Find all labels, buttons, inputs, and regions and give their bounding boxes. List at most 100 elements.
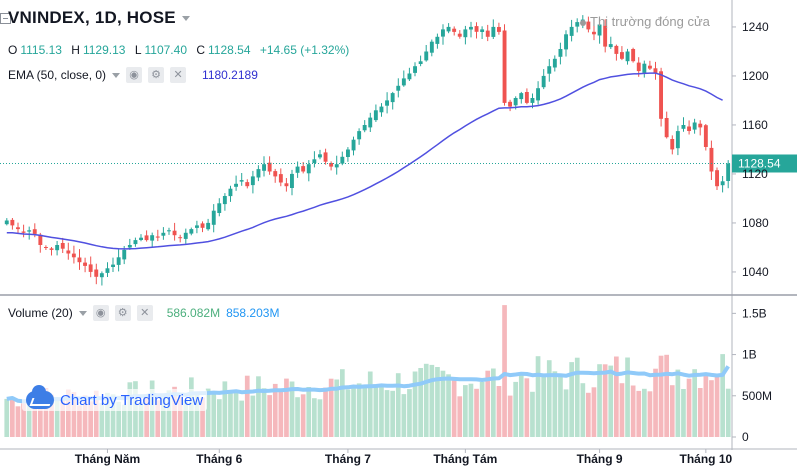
volume-bar	[390, 390, 395, 437]
high-value: 1129.13	[82, 43, 126, 57]
candle-body	[720, 181, 725, 186]
candles	[4, 15, 731, 286]
chevron-down-icon[interactable]	[112, 72, 121, 78]
volume-bar	[530, 391, 535, 437]
gear-icon[interactable]: ⚙	[148, 67, 165, 83]
volume-bar	[328, 378, 334, 437]
volume-bar	[496, 386, 502, 437]
candle-body	[664, 118, 669, 138]
candle-body	[497, 27, 501, 32]
volume-bar	[597, 364, 602, 437]
market-status-label: Thị trường đóng cửa	[590, 14, 710, 29]
candle-body	[675, 131, 680, 149]
candle-body	[55, 245, 60, 251]
time-tick-label: Tháng 10	[679, 452, 732, 466]
volume-bar	[312, 398, 317, 437]
gear-icon[interactable]: ⚙	[114, 305, 131, 321]
candle-body	[256, 169, 261, 178]
candle-body	[424, 51, 429, 61]
candle-body	[66, 250, 71, 254]
candle-body	[150, 235, 155, 241]
volume-bar	[636, 390, 642, 437]
volume-bar	[4, 398, 10, 437]
volume-bar	[334, 379, 340, 437]
volume-bar	[697, 388, 703, 437]
candle-body	[536, 88, 540, 101]
candle-body	[631, 49, 636, 62]
candle-body	[122, 249, 127, 260]
volume-bar	[351, 385, 356, 437]
volume-bar	[720, 354, 725, 437]
volume-bar	[546, 360, 552, 437]
volume-bar	[518, 372, 524, 437]
volume-bar	[362, 385, 368, 437]
chevron-down-icon[interactable]	[78, 310, 87, 316]
candle-body	[139, 237, 143, 240]
volume-bar	[82, 395, 88, 437]
candle-body	[709, 147, 714, 172]
candle-body	[659, 71, 663, 119]
ema-line[interactable]	[6, 72, 723, 250]
candle-body	[77, 257, 82, 263]
candle-body	[726, 163, 731, 181]
candle-body	[144, 235, 149, 241]
volume-bar	[513, 381, 518, 437]
candle-body	[608, 44, 613, 48]
volume-bar	[93, 390, 99, 437]
time-tick-label: Tháng 7	[325, 452, 371, 466]
volume-bar	[642, 388, 647, 437]
candle-body	[267, 162, 272, 172]
market-status: Thị trường đóng cửa	[580, 14, 710, 29]
candle-body	[592, 31, 596, 35]
ema-label[interactable]: EMA (50, close, 0)	[8, 68, 107, 82]
candle-body	[480, 29, 485, 32]
candle-body	[519, 93, 524, 100]
candle-body	[463, 29, 468, 38]
candle-body	[71, 253, 76, 258]
volume-bar	[451, 377, 457, 437]
candle-body	[558, 49, 563, 57]
eye-icon[interactable]: ◉	[92, 305, 109, 321]
volume-bar	[15, 406, 21, 437]
candle-body	[357, 131, 362, 140]
candle-body	[368, 117, 373, 128]
volume-bar	[395, 373, 401, 437]
candle-body	[340, 156, 345, 164]
candle-body	[38, 234, 43, 245]
close-icon[interactable]: ✕	[170, 67, 187, 83]
time-tick-label: Tháng 9	[577, 452, 623, 466]
volume-bar	[284, 378, 289, 437]
volume-tick-label: 500M	[742, 389, 772, 403]
symbol-title[interactable]: VNINDEX, 1D, HOSE	[8, 8, 190, 28]
volume-bar	[256, 376, 261, 437]
volume-bar	[60, 401, 66, 437]
volume-bar	[49, 394, 54, 437]
candle-body	[60, 243, 65, 249]
candle-body	[614, 45, 619, 54]
candle-body	[625, 51, 630, 62]
chevron-down-icon[interactable]	[181, 16, 190, 22]
candle-body	[564, 34, 568, 50]
candle-body	[687, 126, 691, 131]
volume-bar	[468, 383, 474, 437]
volume-bar	[485, 370, 491, 437]
volume-bar	[183, 399, 189, 437]
candle-body	[413, 66, 417, 73]
candle-body	[407, 73, 412, 80]
candle-body	[172, 230, 177, 236]
collapse-pane-icon[interactable]	[0, 13, 11, 24]
volume-bar	[172, 386, 177, 437]
eye-icon[interactable]: ◉	[126, 67, 143, 83]
candle-body	[603, 25, 608, 47]
volume-bar	[161, 394, 166, 437]
volume-label[interactable]: Volume (20)	[8, 306, 73, 320]
volume-bar	[429, 364, 435, 437]
candle-body	[262, 164, 266, 171]
volume-bar	[502, 305, 507, 437]
volume-bar	[278, 389, 284, 437]
candle-body	[155, 236, 160, 238]
candle-body	[239, 180, 244, 182]
close-icon[interactable]: ✕	[136, 305, 153, 321]
tradingview-branding[interactable]: Chart by TradingView	[22, 385, 208, 411]
volume-bar	[26, 398, 32, 437]
